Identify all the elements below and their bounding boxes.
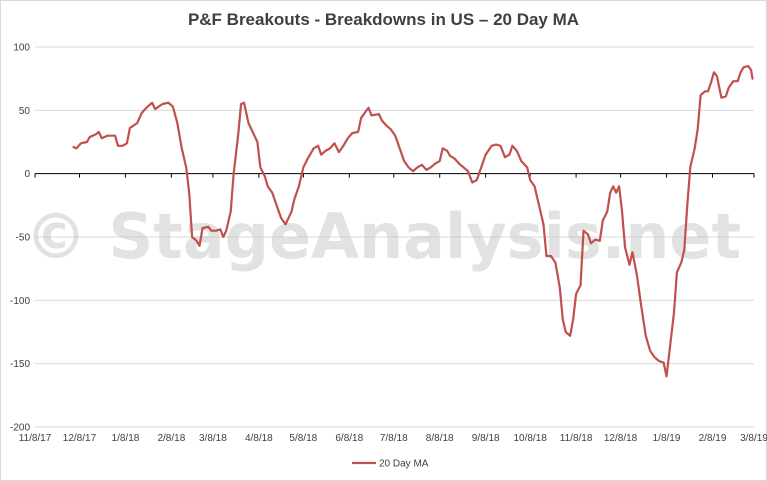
x-tick-label: 12/8/18 — [604, 433, 638, 444]
y-tick-label: -200 — [10, 423, 30, 434]
x-tick-label: 2/8/19 — [699, 433, 727, 444]
x-tick-label: 8/8/18 — [426, 433, 454, 444]
x-tick-label: 2/8/18 — [157, 433, 185, 444]
x-tick-label: 1/8/18 — [112, 433, 140, 444]
x-tick-label: 11/8/18 — [560, 433, 593, 444]
y-tick-label: -100 — [10, 296, 30, 307]
x-tick-label: 9/8/18 — [472, 433, 500, 444]
x-tick-label: 3/8/19 — [740, 433, 767, 444]
y-tick-label: 100 — [13, 43, 30, 54]
x-tick-label: 3/8/18 — [199, 433, 227, 444]
x-tick-label: 1/8/19 — [653, 433, 681, 444]
x-tick-label: 6/8/18 — [335, 433, 363, 444]
x-tick-label: 5/8/18 — [289, 433, 317, 444]
x-tick-label: 12/8/17 — [63, 433, 97, 444]
legend: 20 Day MA — [352, 459, 429, 470]
y-axis-labels: 100 50 0 -50 -100 -150 -200 — [10, 43, 30, 434]
x-axis-labels: 11/8/17 12/8/17 1/8/18 2/8/18 3/8/18 4/8/18 5/… — [19, 433, 767, 444]
y-tick-label: 0 — [24, 169, 30, 180]
legend-label: 20 Day MA — [379, 459, 429, 470]
x-tick-label: 11/8/17 — [19, 433, 52, 444]
y-tick-label: 50 — [19, 106, 31, 117]
x-tick-label: 7/8/18 — [380, 433, 408, 444]
x-axis — [34, 173, 755, 178]
y-tick-label: -50 — [16, 233, 31, 244]
x-tick-label: 4/8/18 — [245, 433, 273, 444]
y-tick-label: -150 — [10, 359, 30, 370]
chart-title: P&F Breakouts - Breakdowns in US – 20 Da… — [187, 10, 580, 29]
x-tick-label: 10/8/18 — [513, 433, 547, 444]
series-line-20-day-ma — [72, 64, 754, 378]
